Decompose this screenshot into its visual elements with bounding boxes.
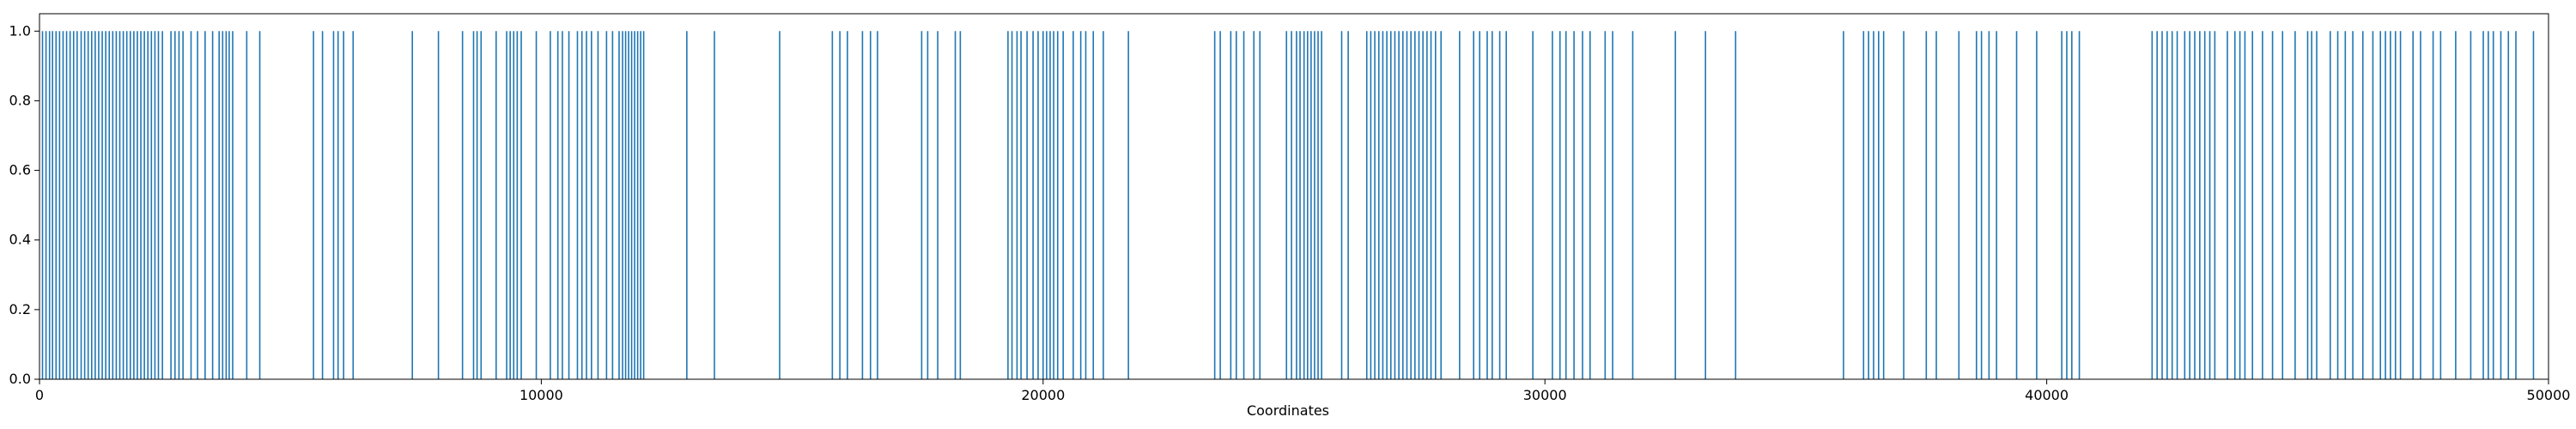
ticks-layer: 0 10000 20000 30000 40000 50000 0.0 0.2 0.4 0.6 0.… <box>9 22 2571 403</box>
x-tick-label-3: 30000 <box>1523 387 1567 403</box>
x-tick-label-0: 0 <box>35 387 44 403</box>
x-tick-label-4: 40000 <box>2025 387 2069 403</box>
y-tick-label-2: 0.4 <box>9 232 31 248</box>
bars-layer <box>41 31 2535 379</box>
y-tick-label-3: 0.6 <box>9 162 31 178</box>
x-tick-label-2: 20000 <box>1021 387 1065 403</box>
y-tick-label-0: 0.0 <box>9 371 31 387</box>
x-tick-label-5: 50000 <box>2527 387 2571 403</box>
x-axis-label: Coordinates <box>1247 402 1329 419</box>
x-tick-label-1: 10000 <box>519 387 563 403</box>
axes-layer <box>39 13 2549 380</box>
plot-frame <box>39 13 2549 380</box>
y-tick-label-4: 0.8 <box>9 92 31 108</box>
y-tick-label-1: 0.2 <box>9 301 31 317</box>
y-tick-label-5: 1.0 <box>9 22 31 39</box>
